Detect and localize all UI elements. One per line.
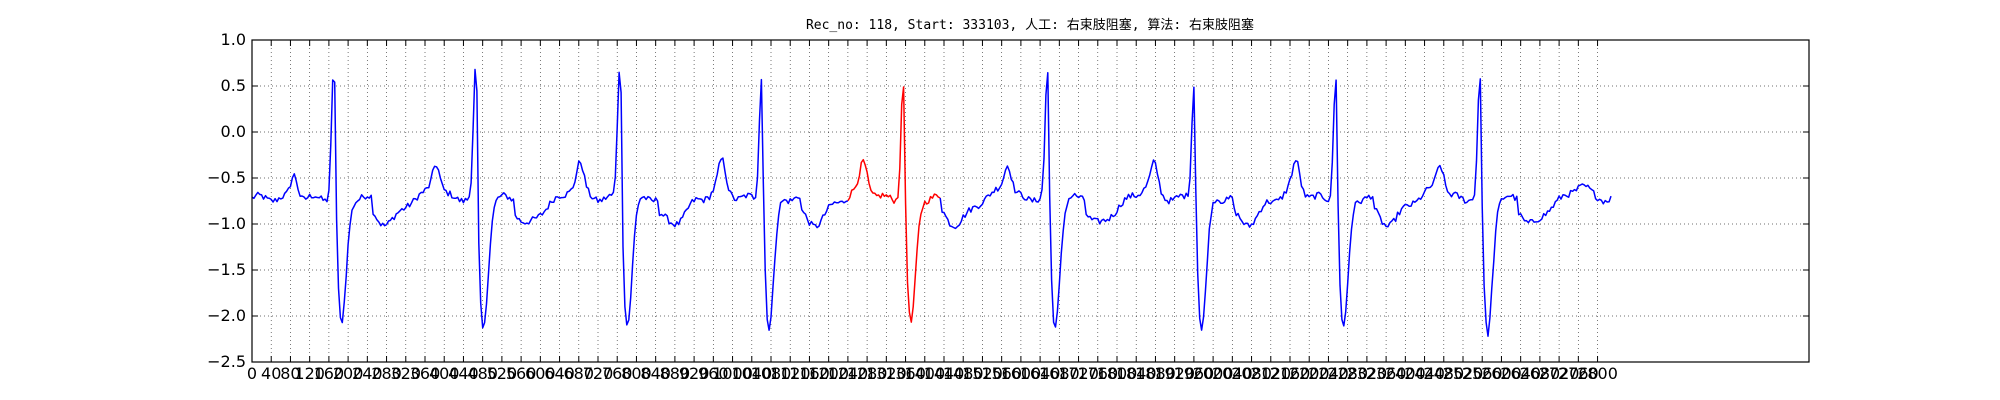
x-tick-label: 560	[506, 364, 537, 383]
y-tick-label: 0.0	[221, 122, 246, 141]
x-tick-label: 1880	[1135, 364, 1176, 383]
x-tick-label: 120	[294, 364, 325, 383]
x-tick-label: 480	[467, 364, 498, 383]
x-tick-label: 1240	[828, 364, 869, 383]
x-tick-label: 1480	[943, 364, 984, 383]
x-tick-label: 960	[698, 364, 729, 383]
x-tick-label: 360	[410, 364, 441, 383]
x-tick-label: 200	[333, 364, 364, 383]
x-axis-ticks: 0 408012016020024028032036040044048052056…	[247, 40, 1618, 383]
x-tick-label: 320	[391, 364, 422, 383]
x-tick-label: 80	[280, 364, 300, 383]
ecg-segment	[939, 71, 1612, 337]
x-tick-label: 1600	[1001, 364, 1042, 383]
x-tick-label: 2040	[1212, 364, 1253, 383]
x-tick-label: 2160	[1270, 364, 1311, 383]
x-tick-label: 1760	[1077, 364, 1118, 383]
x-tick-label: 2600	[1481, 364, 1522, 383]
x-tick-label: 520	[487, 364, 518, 383]
ecg-segment-highlighted	[847, 86, 941, 323]
x-tick-label: 720	[583, 364, 614, 383]
x-tick-label: 400	[429, 364, 460, 383]
x-tick-label: 1840	[1116, 364, 1157, 383]
x-tick-label: 2640	[1500, 364, 1541, 383]
x-tick-label: 240	[352, 364, 383, 383]
x-tick-label: 1080	[751, 364, 792, 383]
x-tick-label: 0	[247, 364, 257, 383]
x-tick-label: 1960	[1174, 364, 1215, 383]
y-tick-label: −1.0	[207, 214, 246, 233]
x-tick-label: 1160	[789, 364, 830, 383]
x-tick-label: 2440	[1404, 364, 1445, 383]
ecg-segment	[251, 68, 849, 331]
y-tick-label: −1.5	[207, 260, 246, 279]
x-tick-label: 1520	[962, 364, 1003, 383]
x-tick-label: 160	[314, 364, 345, 383]
x-tick-label: 2320	[1347, 364, 1388, 383]
x-tick-label: 2520	[1443, 364, 1484, 383]
x-tick-label: 600	[525, 364, 556, 383]
x-tick-label: 2080	[1231, 364, 1272, 383]
x-tick-label: 1440	[924, 364, 965, 383]
y-tick-label: −2.0	[207, 306, 246, 325]
x-tick-label: 2000	[1193, 364, 1234, 383]
x-tick-label: 1360	[885, 364, 926, 383]
y-tick-label: 1.0	[221, 30, 246, 49]
x-tick-label: 1320	[866, 364, 907, 383]
x-tick-label: 2360	[1366, 364, 1407, 383]
x-tick-label: 1000	[712, 364, 753, 383]
x-tick-label: 1200	[808, 364, 849, 383]
y-tick-label: −2.5	[207, 352, 246, 371]
x-tick-label: 2120	[1250, 364, 1291, 383]
x-tick-label: 1640	[1020, 364, 1061, 383]
x-tick-label: 2560	[1462, 364, 1503, 383]
x-tick-label: 880	[660, 364, 691, 383]
x-tick-label: 680	[564, 364, 595, 383]
x-tick-label: 40	[261, 364, 281, 383]
x-tick-label: 640	[544, 364, 575, 383]
x-tick-label: 1280	[847, 364, 888, 383]
x-tick-label: 920	[679, 364, 710, 383]
x-tick-label: 2200	[1289, 364, 1330, 383]
x-tick-label: 840	[640, 364, 671, 383]
x-tick-label: 1040	[731, 364, 772, 383]
x-tick-label: 1560	[981, 364, 1022, 383]
chart-title: Rec_no: 118, Start: 333103, 人工: 右束肢阻塞, 算…	[806, 17, 1254, 33]
x-tick-label: 2480	[1423, 364, 1464, 383]
x-tick-label: 1400	[904, 364, 945, 383]
x-tick-label: 2280	[1327, 364, 1368, 383]
x-tick-label: 1120	[770, 364, 811, 383]
x-tick-label: 440	[448, 364, 479, 383]
x-tick-label: 2760	[1558, 364, 1599, 383]
x-tick-label: 1800	[1097, 364, 1138, 383]
x-tick-label: 2240	[1308, 364, 1349, 383]
plot-frame	[251, 39, 1810, 363]
x-tick-label: 1720	[1058, 364, 1099, 383]
x-tick-label: 800	[621, 364, 652, 383]
y-tick-label: 0.5	[221, 76, 246, 95]
x-tick-label: 760	[602, 364, 633, 383]
ecg-signal	[251, 68, 1612, 337]
x-tick-label: 280	[371, 364, 402, 383]
x-tick-label: 2800	[1577, 364, 1618, 383]
x-tick-label: 1680	[1039, 364, 1080, 383]
x-tick-label: 1920	[1154, 364, 1195, 383]
x-tick-label: 2680	[1520, 364, 1561, 383]
x-tick-label: 2720	[1539, 364, 1580, 383]
y-axis-ticks: −2.5 −2.0 −1.5 −1.0 −0.5 0.0 0.5 1.0	[207, 30, 1809, 371]
y-tick-label: −0.5	[207, 168, 246, 187]
x-tick-label: 2400	[1385, 364, 1426, 383]
